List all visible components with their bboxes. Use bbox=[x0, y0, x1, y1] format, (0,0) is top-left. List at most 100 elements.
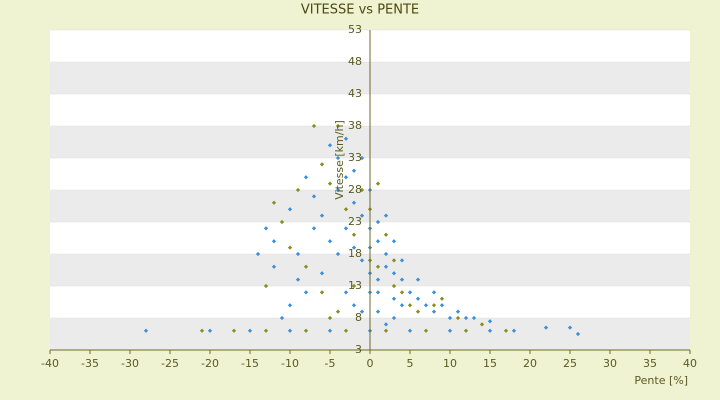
data-point bbox=[399, 303, 405, 308]
x-tick-label: -15 bbox=[241, 357, 259, 370]
data-point bbox=[455, 315, 461, 321]
y-axis-title: Vitesse [km/h] bbox=[333, 120, 346, 200]
data-point bbox=[311, 194, 317, 199]
data-point bbox=[375, 181, 381, 186]
data-point bbox=[503, 328, 509, 333]
y-tick-label: 33 bbox=[348, 151, 362, 164]
data-point bbox=[431, 303, 437, 308]
data-point bbox=[263, 226, 269, 231]
data-point bbox=[279, 219, 285, 225]
data-point bbox=[319, 162, 325, 167]
data-point bbox=[231, 328, 237, 333]
data-point bbox=[399, 290, 405, 295]
data-point bbox=[351, 245, 357, 250]
data-point bbox=[287, 303, 293, 308]
data-point bbox=[311, 226, 317, 231]
data-point bbox=[391, 283, 397, 289]
data-point bbox=[383, 213, 389, 218]
data-point bbox=[359, 155, 365, 161]
data-point bbox=[335, 155, 341, 161]
y-tick-label: 53 bbox=[348, 23, 362, 36]
data-point bbox=[375, 309, 381, 314]
x-tick-label: 0 bbox=[367, 357, 374, 370]
data-point bbox=[287, 207, 293, 212]
data-point bbox=[391, 258, 397, 263]
data-point bbox=[359, 309, 365, 314]
data-point bbox=[351, 200, 357, 205]
data-point bbox=[439, 303, 445, 308]
data-point bbox=[279, 315, 285, 321]
data-point bbox=[359, 187, 365, 193]
data-point bbox=[463, 328, 469, 333]
data-point bbox=[303, 264, 309, 269]
data-point bbox=[375, 290, 381, 295]
data-point bbox=[143, 328, 149, 333]
data-point bbox=[391, 239, 397, 244]
data-point bbox=[295, 277, 301, 282]
data-point bbox=[199, 328, 205, 333]
data-point bbox=[303, 290, 309, 295]
data-point bbox=[447, 328, 453, 333]
data-point bbox=[247, 328, 253, 333]
data-point bbox=[327, 239, 333, 244]
x-tick-label: 30 bbox=[603, 357, 617, 370]
y-tick-label: 3 bbox=[355, 343, 362, 356]
x-tick-label: 40 bbox=[683, 357, 697, 370]
data-point bbox=[391, 315, 397, 321]
x-tick-label: 20 bbox=[523, 357, 537, 370]
data-point bbox=[343, 328, 349, 333]
data-point bbox=[375, 239, 381, 244]
data-point bbox=[295, 187, 301, 193]
data-point bbox=[359, 213, 365, 218]
data-point bbox=[327, 181, 333, 186]
data-point bbox=[287, 328, 293, 333]
x-tick-label: -25 bbox=[161, 357, 179, 370]
data-point bbox=[303, 328, 309, 333]
data-point bbox=[423, 303, 429, 308]
y-tick-label: 48 bbox=[348, 55, 362, 68]
data-point bbox=[479, 322, 485, 327]
x-tick-label: 35 bbox=[643, 357, 657, 370]
data-point bbox=[399, 258, 405, 263]
data-point bbox=[375, 264, 381, 269]
x-axis-title: Pente [%] bbox=[634, 374, 688, 387]
data-point bbox=[319, 213, 325, 218]
y-tick-label: 28 bbox=[348, 183, 362, 196]
data-point bbox=[391, 271, 397, 276]
x-tick-label: 25 bbox=[563, 357, 577, 370]
data-point bbox=[351, 168, 357, 173]
data-point bbox=[359, 258, 365, 263]
data-point bbox=[375, 277, 381, 282]
x-tick-label: 10 bbox=[443, 357, 457, 370]
data-point bbox=[487, 328, 493, 333]
data-point bbox=[343, 226, 349, 231]
data-point bbox=[455, 309, 461, 314]
data-point bbox=[335, 251, 341, 257]
y-tick-label: 13 bbox=[348, 279, 362, 292]
data-point bbox=[567, 325, 573, 330]
data-point bbox=[407, 290, 413, 295]
data-point bbox=[415, 296, 421, 301]
x-tick-label: 5 bbox=[407, 357, 414, 370]
data-point bbox=[463, 315, 469, 321]
data-point bbox=[407, 328, 413, 333]
x-tick-label: 15 bbox=[483, 357, 497, 370]
data-point bbox=[431, 290, 437, 295]
data-point bbox=[543, 325, 549, 330]
y-tick-label: 8 bbox=[355, 311, 362, 324]
data-point bbox=[287, 245, 293, 250]
data-point bbox=[383, 328, 389, 333]
y-tick-label: 43 bbox=[348, 87, 362, 100]
data-point bbox=[375, 219, 381, 225]
chart-title: VITESSE vs PENTE bbox=[301, 3, 419, 18]
data-point bbox=[255, 251, 261, 257]
data-point bbox=[343, 290, 349, 295]
data-point bbox=[415, 309, 421, 314]
y-tick-label: 18 bbox=[348, 247, 362, 260]
data-point bbox=[407, 303, 413, 308]
data-point bbox=[575, 331, 581, 337]
x-tick-label: -20 bbox=[201, 357, 219, 370]
y-tick-label: 38 bbox=[348, 119, 362, 132]
